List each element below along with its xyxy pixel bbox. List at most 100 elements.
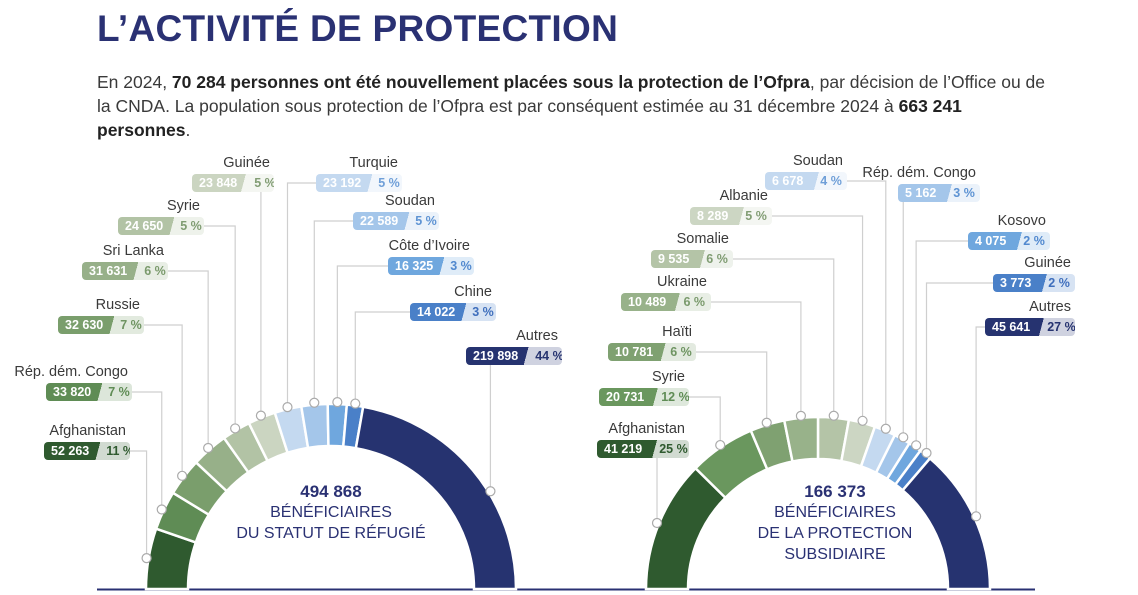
connector-line [733, 258, 835, 416]
page-title: L’ACTIVITÉ DE PROTECTION [97, 8, 619, 49]
center-line: BÉNÉFICIAIRES [774, 504, 896, 521]
country-name: Soudan [793, 153, 843, 169]
country-name: Autres [1029, 299, 1071, 315]
slice-label: Chine 14 022 3 % [410, 284, 496, 321]
value-pill: 6 678 4 % [765, 172, 847, 190]
slice-percent: 7 % [120, 318, 142, 332]
slice-label: Russie 32 630 7 % [58, 297, 144, 334]
connector-dot [332, 397, 343, 408]
connector-dot [857, 415, 868, 426]
slice-label: Ukraine 10 489 6 % [621, 274, 711, 311]
value-pill: 10 489 6 % [621, 293, 711, 311]
slice-label: Autres 219 898 44 % [466, 328, 562, 365]
slice-percent: 5 % [378, 176, 400, 190]
slice-value: 219 898 [473, 349, 519, 363]
connector-line [915, 240, 968, 446]
slice-value: 3 773 [1000, 276, 1032, 290]
value-pill: 31 631 6 % [82, 262, 168, 280]
slice-percent: 44 % [535, 349, 562, 363]
connector-dot [282, 402, 293, 413]
connector-dot [761, 417, 772, 428]
slice-value: 52 263 [51, 444, 90, 458]
connector-dot [177, 470, 188, 481]
value-pill: 23 848 5 % [192, 174, 274, 192]
country-name: Chine [454, 284, 492, 300]
slice-label: Autres 45 641 27 % [985, 299, 1075, 336]
slice-percent: 2 % [1023, 234, 1045, 248]
connector-line [336, 265, 388, 403]
connector-dot [203, 442, 214, 454]
slice-value: 31 631 [89, 264, 128, 278]
slice-label: Guinée 3 773 2 % [993, 255, 1075, 292]
slice-percent: 5 % [254, 176, 274, 190]
slice-label: Rép. dém. Congo 33 820 7 % [14, 364, 132, 401]
value-pill: 219 898 44 % [466, 347, 562, 365]
connector-dot [715, 439, 726, 451]
connector-line [975, 326, 985, 517]
connector-line [132, 391, 163, 510]
slice-value: 24 650 [125, 219, 164, 233]
center-line: DU STATUT DE RÉFUGIÉ [236, 525, 426, 542]
slice-label: Syrie 24 650 5 % [118, 198, 204, 235]
slice-label: Rép. dém. Congo 5 162 3 % [862, 165, 980, 202]
intro-paragraph: En 2024, 70 284 personnes ont été nouvel… [97, 70, 1047, 142]
country-name: Rép. dém. Congo [862, 165, 976, 181]
value-pill: 24 650 5 % [118, 217, 204, 235]
slice-value: 32 630 [65, 318, 104, 332]
slice-value: 23 192 [323, 176, 362, 190]
center-line: BÉNÉFICIAIRES [270, 504, 392, 521]
slice-percent: 12 % [661, 390, 689, 404]
connector-line [925, 282, 993, 453]
value-pill: 45 641 27 % [985, 318, 1075, 336]
slice-label: Kosovo 4 075 2 % [968, 213, 1050, 250]
connector-dot [156, 504, 167, 515]
slice-label: Syrie 20 731 12 % [599, 369, 689, 406]
slice-percent: 25 % [659, 442, 688, 456]
country-name: Autres [516, 328, 558, 344]
slice-value: 14 022 [417, 305, 456, 319]
connector-dot [921, 447, 932, 459]
value-pill: 33 820 7 % [46, 383, 132, 401]
country-name: Sri Lanka [102, 243, 164, 259]
value-pill: 23 192 5 % [316, 174, 402, 192]
slice-value: 33 820 [53, 385, 92, 399]
country-name: Turquie [349, 155, 398, 171]
connector-dot [828, 410, 839, 421]
connector-lines [130, 180, 993, 559]
slice-percent: 7 % [108, 385, 130, 399]
slice-label: Turquie 23 192 5 % [316, 155, 402, 192]
connector-dot [309, 397, 320, 408]
country-name: Côte d’Ivoire [388, 238, 470, 254]
slice-percent: 6 % [683, 295, 705, 309]
intro-text: . [185, 120, 191, 140]
connector-line [144, 324, 183, 476]
connector-dot [795, 410, 807, 421]
refugee-center-label: 494 868 BÉNÉFICIAIRES DU STATUT DE RÉFUG… [201, 481, 461, 544]
intro-text: , par décision de l’Office ou de la CNDA… [97, 72, 1046, 116]
connector-line [847, 180, 887, 429]
value-pill: 4 075 2 % [968, 232, 1050, 250]
center-line: SUBSIDIAIRE [784, 546, 886, 563]
slice-value: 4 075 [975, 234, 1007, 248]
slice-value: 10 781 [615, 345, 654, 359]
slice-percent: 5 % [745, 209, 767, 223]
country-name: Syrie [166, 198, 200, 214]
subsidiary-center-label: 166 373 BÉNÉFICIAIRES DE LA PROTECTION S… [705, 481, 965, 565]
slice-label: Albanie 8 289 5 % [690, 188, 772, 225]
connector-dot [880, 423, 891, 434]
country-name: Ukraine [657, 274, 707, 290]
connector-line [168, 270, 209, 449]
slice-label: Soudan 6 678 4 % [765, 153, 847, 190]
slice-label: Guinée 23 848 5 % [192, 155, 274, 192]
slice-value: 45 641 [992, 320, 1031, 334]
value-pill: 20 731 12 % [599, 388, 689, 406]
slice-percent: 6 % [670, 345, 692, 359]
connector-line [286, 182, 316, 408]
slice-percent: 3 % [450, 259, 472, 273]
slice-label: Côte d’Ivoire 16 325 3 % [388, 238, 474, 275]
country-name: Russie [95, 297, 140, 313]
slice-percent: 5 % [415, 214, 437, 228]
country-name: Syrie [651, 369, 685, 385]
intro-highlight-total: 663 241 personnes [97, 96, 962, 140]
country-name: Somalie [676, 231, 729, 247]
